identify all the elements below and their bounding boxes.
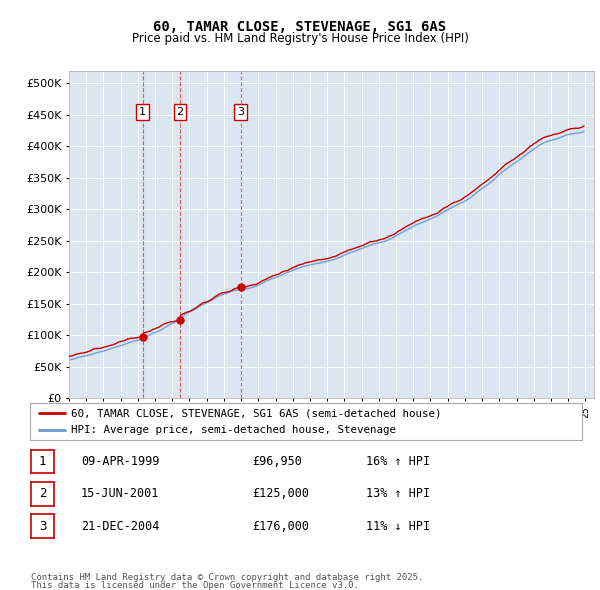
Text: HPI: Average price, semi-detached house, Stevenage: HPI: Average price, semi-detached house,…: [71, 425, 397, 435]
Text: 13% ↑ HPI: 13% ↑ HPI: [366, 487, 430, 500]
Text: 1: 1: [139, 107, 146, 117]
Text: Price paid vs. HM Land Registry's House Price Index (HPI): Price paid vs. HM Land Registry's House …: [131, 32, 469, 45]
Text: 60, TAMAR CLOSE, STEVENAGE, SG1 6AS (semi-detached house): 60, TAMAR CLOSE, STEVENAGE, SG1 6AS (sem…: [71, 408, 442, 418]
Text: 21-DEC-2004: 21-DEC-2004: [81, 520, 160, 533]
Text: 09-APR-1999: 09-APR-1999: [81, 455, 160, 468]
Text: £176,000: £176,000: [252, 520, 309, 533]
Text: This data is licensed under the Open Government Licence v3.0.: This data is licensed under the Open Gov…: [31, 581, 359, 590]
Text: 2: 2: [176, 107, 184, 117]
Text: 3: 3: [237, 107, 244, 117]
Text: 15-JUN-2001: 15-JUN-2001: [81, 487, 160, 500]
Text: Contains HM Land Registry data © Crown copyright and database right 2025.: Contains HM Land Registry data © Crown c…: [31, 572, 424, 582]
Text: 11% ↓ HPI: 11% ↓ HPI: [366, 520, 430, 533]
Text: 60, TAMAR CLOSE, STEVENAGE, SG1 6AS: 60, TAMAR CLOSE, STEVENAGE, SG1 6AS: [154, 19, 446, 34]
Text: 3: 3: [39, 520, 46, 533]
Text: 1: 1: [39, 455, 46, 468]
Text: £125,000: £125,000: [252, 487, 309, 500]
Text: 2: 2: [39, 487, 46, 500]
Text: 16% ↑ HPI: 16% ↑ HPI: [366, 455, 430, 468]
Text: £96,950: £96,950: [252, 455, 302, 468]
